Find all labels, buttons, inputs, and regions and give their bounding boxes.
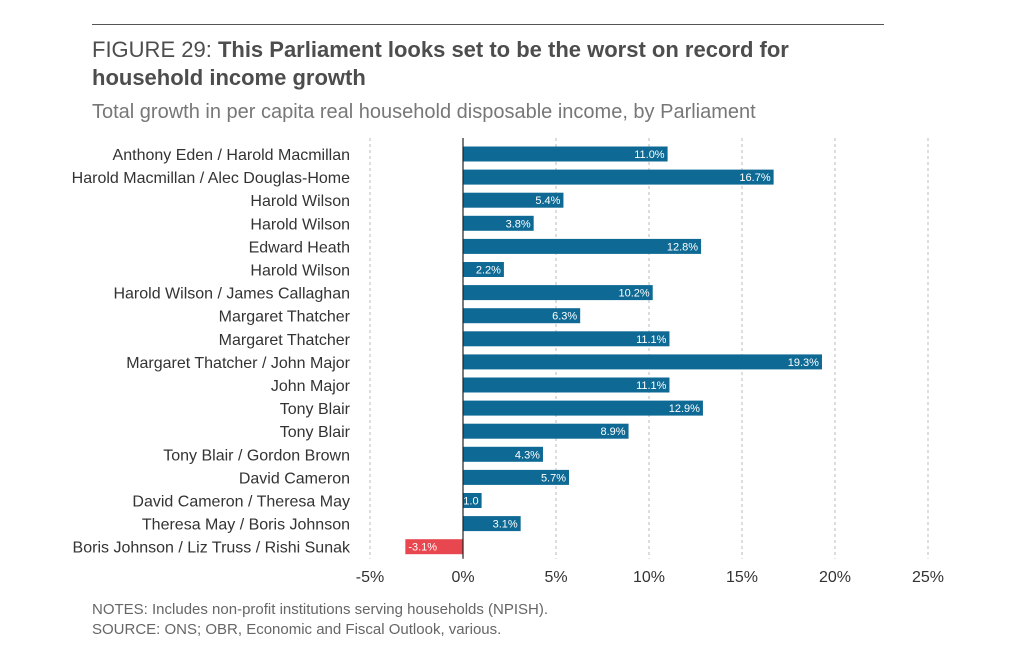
bar	[463, 469, 570, 485]
category-labels: Anthony Eden / Harold Macmillan Harold Ma…	[72, 147, 351, 557]
category-label: Harold Wilson	[250, 193, 350, 210]
data-label: 16.7%	[739, 172, 770, 184]
bar	[463, 238, 702, 254]
category-label: Margaret Thatcher	[219, 309, 351, 326]
category-label: Harold Wilson	[250, 216, 350, 233]
data-label: 12.9%	[669, 403, 700, 415]
data-label: -3.1%	[408, 542, 437, 554]
top-rule	[92, 24, 884, 25]
bar	[463, 400, 703, 416]
x-tick-labels: -5% 0% 5% 10% 15% 20% 25%	[356, 569, 944, 586]
data-label: 1.0	[463, 496, 478, 508]
data-label: 12.8%	[667, 241, 698, 253]
data-label: 6.3%	[552, 311, 577, 323]
data-label: 8.9%	[600, 426, 625, 438]
chart-subtitle: Total growth in per capita real househol…	[92, 101, 756, 123]
bar	[463, 493, 482, 508]
category-label: Tony Blair	[280, 401, 351, 418]
x-tick-label: 20%	[819, 569, 851, 586]
data-label: 11.1%	[636, 380, 667, 392]
category-label: Harold Wilson	[250, 263, 350, 280]
bar	[463, 331, 670, 347]
notes-block: NOTES: Includes non-profit institutions …	[92, 600, 548, 640]
bars: 11.0% 16.7% 5.4% 3.8% 12.8% 2.2% 10.2% 6.3% 11.1…	[405, 146, 822, 555]
bar	[463, 308, 581, 324]
data-label: 11.1%	[636, 334, 667, 346]
bar	[463, 192, 564, 208]
bar	[463, 377, 670, 393]
data-label: 5.7%	[541, 472, 566, 484]
bar	[463, 146, 668, 162]
data-label: 4.3%	[515, 449, 540, 461]
bar	[463, 215, 534, 231]
data-label: 11.0%	[634, 149, 665, 161]
data-label: 3.8%	[506, 218, 531, 230]
bar	[463, 516, 521, 532]
grid-lines	[369, 138, 929, 559]
bar	[405, 539, 463, 555]
category-label: John Major	[271, 378, 351, 395]
category-label: Tony Blair / Gordon Brown	[163, 447, 350, 464]
data-label: 2.2%	[476, 265, 501, 277]
figure-label: FIGURE 29:	[92, 37, 212, 62]
category-label: David Cameron / Theresa May	[132, 494, 350, 511]
figure-title: This Parliament looks set to be the wors…	[92, 37, 789, 90]
category-label: Edward Heath	[249, 239, 350, 256]
notes-text: NOTES: Includes non-profit institutions …	[92, 601, 549, 618]
category-label: Harold Macmillan / Alec Douglas-Home	[72, 170, 350, 187]
x-tick-label: -5%	[356, 569, 384, 586]
category-label: Tony Blair	[280, 424, 351, 441]
category-label: David Cameron	[239, 470, 350, 487]
data-label: 19.3%	[788, 357, 819, 369]
x-tick-label: 15%	[726, 569, 758, 586]
x-tick-label: 25%	[912, 569, 944, 586]
x-tick-label: 10%	[633, 569, 665, 586]
bar	[463, 262, 504, 277]
category-label: Theresa May / Boris Johnson	[142, 517, 350, 534]
chart-title: FIGURE 29: This Parliament looks set to …	[92, 36, 902, 92]
bar	[463, 354, 822, 370]
category-label: Anthony Eden / Harold Macmillan	[113, 147, 350, 164]
bar	[463, 423, 629, 439]
x-tick-label: 5%	[544, 569, 567, 586]
bar	[463, 446, 543, 462]
category-label: Boris Johnson / Liz Truss / Rishi Sunak	[73, 540, 351, 557]
data-label: 3.1%	[493, 519, 518, 531]
x-tick-label: 0%	[451, 569, 474, 586]
data-label: 5.4%	[535, 195, 560, 207]
bar	[463, 169, 774, 185]
bar	[463, 285, 653, 301]
category-label: Margaret Thatcher	[219, 332, 351, 349]
category-label: Margaret Thatcher / John Major	[126, 355, 350, 372]
data-label: 10.2%	[619, 288, 650, 300]
category-label: Harold Wilson / James Callaghan	[113, 286, 350, 303]
source-text: SOURCE: ONS; OBR, Economic and Fiscal Ou…	[92, 621, 502, 638]
